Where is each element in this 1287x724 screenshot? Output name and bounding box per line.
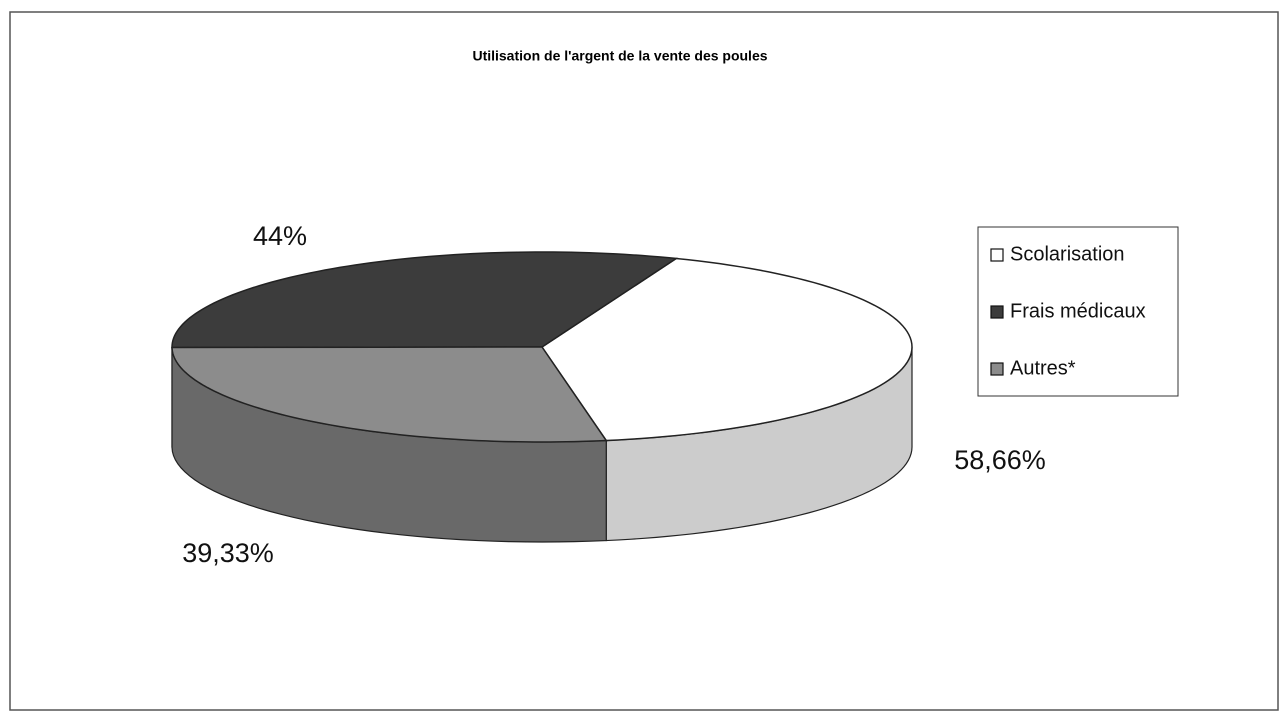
data-label: 58,66%: [954, 445, 1046, 475]
legend-swatch: [991, 306, 1003, 318]
legend-label: Autres*: [1010, 357, 1076, 379]
legend-label: Scolarisation: [1010, 243, 1125, 265]
legend-swatch: [991, 249, 1003, 261]
data-label: 44%: [253, 221, 307, 251]
data-label: 39,33%: [182, 538, 274, 568]
chart-title: Utilisation de l'argent de la vente des …: [472, 48, 767, 64]
legend-swatch: [991, 363, 1003, 375]
legend-label: Frais médicaux: [1010, 300, 1146, 322]
